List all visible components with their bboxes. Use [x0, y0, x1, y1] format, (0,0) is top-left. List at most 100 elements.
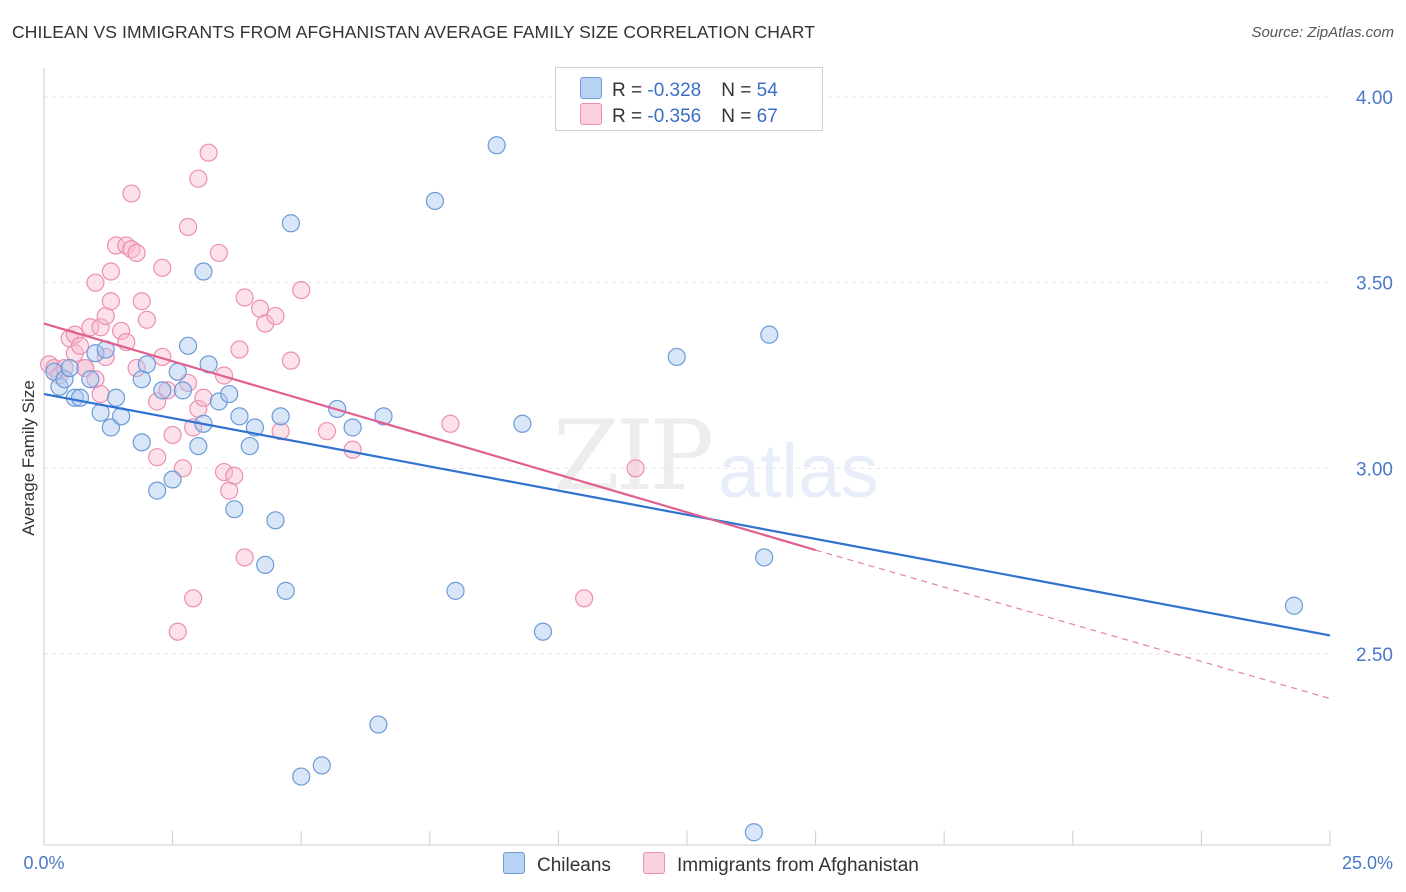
afghanistan-point — [441, 414, 460, 433]
chilean-point — [55, 370, 74, 389]
legend-swatch-pink — [580, 103, 602, 125]
afghanistan-point — [81, 318, 100, 337]
legend-row-chileans: R = -0.328 N = 54 — [580, 77, 778, 101]
chilean-point — [513, 414, 532, 433]
chilean-point — [446, 581, 465, 600]
chilean-point — [292, 767, 311, 786]
chilean-point — [343, 418, 362, 437]
chilean-point — [533, 622, 553, 641]
afghanistan-point — [148, 448, 167, 467]
afghanistan-point — [271, 422, 290, 441]
chilean-point — [755, 548, 774, 567]
afghanistan-point — [132, 292, 151, 311]
y-tick-label: 2.50 — [1356, 645, 1393, 666]
afghanistan-point — [230, 340, 249, 359]
afghanistan-point — [163, 425, 182, 445]
chilean-point — [276, 581, 295, 600]
chilean-point — [240, 436, 259, 456]
chilean-point — [86, 344, 105, 363]
chilean-point — [281, 214, 301, 233]
afghanistan-point — [189, 169, 208, 188]
chilean-point — [760, 325, 779, 344]
afghanistan-point — [317, 422, 337, 441]
legend-r-label: R = — [612, 80, 648, 101]
watermark-atlas: atlas — [718, 429, 879, 514]
legend-n-label: N = — [721, 106, 757, 127]
grid-lines — [44, 96, 1330, 655]
chilean-point — [312, 756, 331, 775]
bottom-swatch-blue — [503, 852, 525, 874]
afghanistan-trend-line — [43, 322, 816, 552]
bottom-legend-chileans: Chileans — [503, 852, 611, 877]
afghanistan-point — [168, 622, 187, 641]
afghanistan-point — [91, 318, 110, 337]
y-axis-title: Average Family Size — [19, 380, 38, 536]
afghanistan-point — [292, 280, 311, 300]
afghanistan-point — [575, 589, 594, 608]
x-tick-label: 0.0% — [23, 853, 64, 873]
chilean-point — [230, 407, 249, 426]
bottom-swatch-pink — [643, 852, 665, 874]
chilean-point — [667, 347, 686, 367]
afghanistan-point — [101, 292, 120, 311]
afghanistan-point — [173, 459, 192, 478]
afghanistan-point — [86, 273, 105, 292]
afghanistan-point — [70, 336, 90, 355]
chilean-point — [220, 384, 239, 404]
afghanistan-point — [209, 243, 228, 263]
chilean-point — [256, 555, 275, 574]
bottom-legend-label: Chileans — [537, 855, 611, 876]
bottom-legend-afghanistan: Immigrants from Afghanistan — [643, 852, 919, 877]
chilean-point — [60, 358, 79, 378]
afghanistan-point — [256, 314, 275, 333]
x-tick-label: 25.0% — [1342, 853, 1393, 873]
afghanistan-point — [153, 258, 172, 277]
afghanistan-point — [137, 310, 156, 329]
bottom-legend-label: Immigrants from Afghanistan — [677, 855, 919, 876]
afghanistan-point — [101, 262, 120, 281]
chilean-point — [81, 370, 100, 389]
chilean-point — [132, 433, 151, 452]
chilean-point — [178, 336, 198, 355]
afghanistan-point — [626, 459, 645, 478]
legend-r-value: -0.328 — [647, 80, 702, 101]
afghanistan-point — [178, 217, 198, 237]
axis-labels: Average Family Size 2.50 3.00 3.50 4.00 0.0%… — [19, 88, 1393, 873]
afghanistan-point — [194, 388, 213, 407]
legend-swatch-blue — [580, 77, 602, 99]
afghanistan-point — [148, 392, 167, 411]
afghanistan-point — [266, 306, 285, 326]
chilean-point — [225, 500, 244, 519]
source-label: Source: ZipAtlas.com — [1251, 24, 1394, 41]
legend-r-label: R = — [612, 106, 648, 127]
chilean-point — [163, 470, 182, 489]
chilean-point — [744, 823, 763, 842]
afghanistan-trend-extension — [815, 549, 1331, 700]
chilean-point — [194, 262, 213, 281]
chilean-point — [374, 407, 393, 426]
chilean-point — [1284, 596, 1304, 615]
chilean-point — [271, 407, 290, 426]
afghanistan-point — [91, 384, 110, 404]
legend-n-value: 67 — [756, 106, 778, 127]
chilean-point — [168, 362, 187, 381]
chart-title: CHILEAN VS IMMIGRANTS FROM AFGHANISTAN A… — [12, 22, 816, 42]
afghanistan-point — [122, 184, 141, 203]
afghanistan-point — [281, 351, 301, 370]
chilean-trend-line — [43, 392, 1331, 637]
chilean-point — [425, 191, 445, 211]
y-tick-label: 4.00 — [1356, 88, 1393, 109]
chilean-point — [173, 381, 192, 400]
afghanistan-point — [199, 143, 218, 162]
chilean-point — [148, 481, 167, 500]
afghanistan-point — [153, 347, 172, 367]
y-tick-label: 3.00 — [1356, 459, 1393, 480]
legend-n-value: 54 — [756, 80, 778, 101]
chilean-point — [369, 715, 388, 734]
chilean-point — [101, 418, 120, 437]
afghanistan-point — [214, 462, 234, 482]
afghanistan-point — [106, 236, 126, 255]
afghanistan-point — [96, 347, 115, 367]
afghanistan-point — [235, 548, 254, 567]
